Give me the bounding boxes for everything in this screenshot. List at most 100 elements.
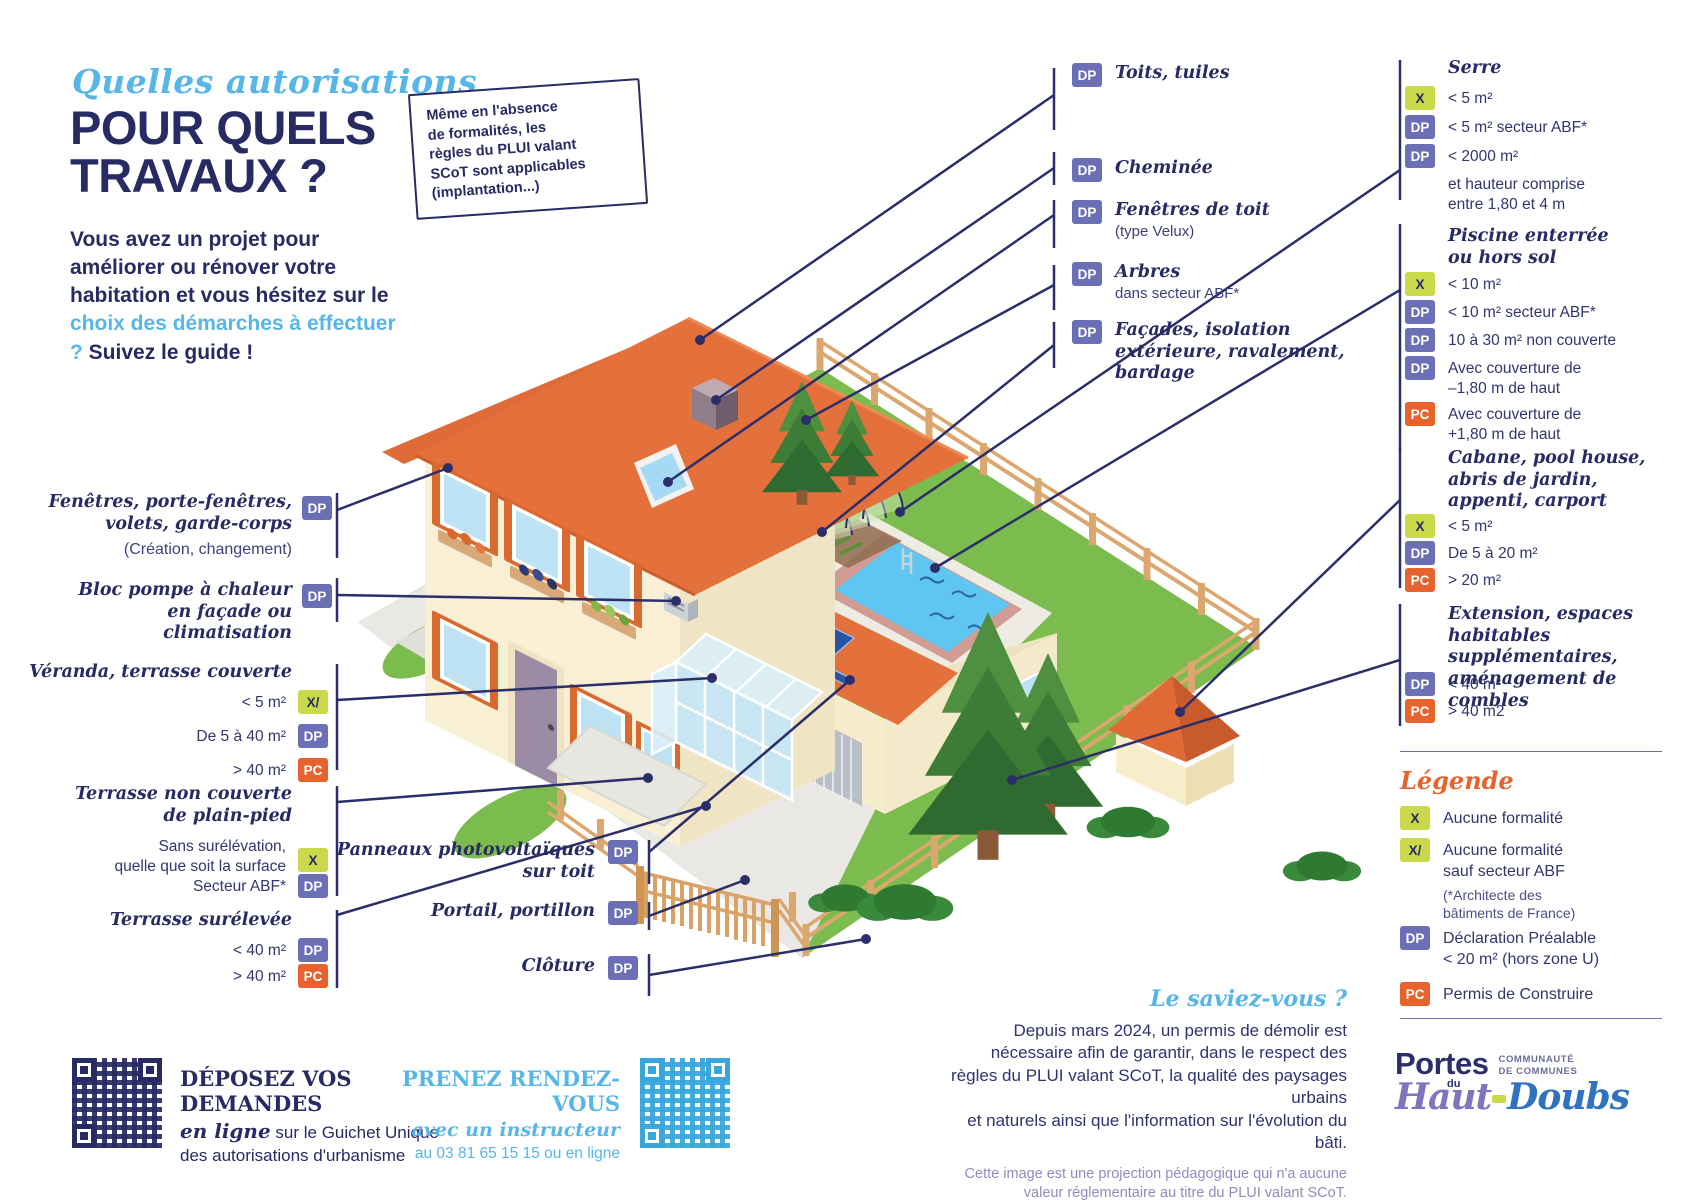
callout-terrasse-sur-title: Terrasse surélevée (109, 910, 292, 930)
rule-text: < 5 m² (1448, 518, 1493, 535)
x-badge: X (1400, 806, 1430, 830)
dp-badge: DP (1072, 320, 1102, 344)
group-title-serre: Serre (1448, 58, 1502, 78)
pc-badge: PC (298, 758, 328, 782)
qr-finder (640, 1124, 664, 1148)
dp-badge: DP (1405, 115, 1435, 139)
dp-badge: DP (1405, 356, 1435, 380)
callout-panneaux: Panneaux photovoltaïques sur toit DP (310, 840, 638, 883)
terrace-slab (546, 724, 708, 828)
callout-title: Cheminée (1115, 158, 1213, 178)
rule-row: X < 5 m² (1405, 514, 1685, 538)
dp-badge: DP (608, 956, 638, 980)
did-you-know: Le saviez-vous ? Depuis mars 2024, un pe… (935, 986, 1347, 1200)
callout-portail: Portail, portillon DP (310, 901, 638, 925)
rule-text: Secteur ABF* (192, 878, 286, 895)
legend-text: Aucune formalité sauf secteur ABF (1443, 842, 1565, 880)
callout-cheminee: DP Cheminée (1072, 158, 1213, 182)
rule-row: > 40 m² PC (35, 758, 328, 782)
rule-text: Avec couverture de +1,80 m de haut (1448, 406, 1582, 444)
rule-text: < 40 m² (1448, 676, 1501, 693)
callout-title: Fenêtres de toit (1115, 200, 1270, 220)
logo-dash (1492, 1095, 1507, 1103)
rule-row: DP < 2000 m² (1405, 144, 1685, 168)
prenez-title: PRENEZ RENDEZ-VOUS (401, 1066, 620, 1116)
legend-title: Légende (1400, 766, 1514, 795)
x-abf-badge: X/ (298, 690, 328, 714)
rule-text: De 5 à 20 m² (1448, 545, 1538, 562)
fence-back (816, 338, 1260, 650)
callout-facades: DP Façades, isolation extérieure, ravale… (1072, 320, 1344, 385)
page-title-line2: TRAVAUX ? (70, 148, 328, 202)
prenez-block: PRENEZ RENDEZ-VOUS avec un instructeur a… (370, 1066, 620, 1163)
qr-finder (72, 1124, 96, 1148)
group-title-cabane: Cabane, pool house, abris de jardin, app… (1448, 448, 1646, 512)
legend-text: Déclaration Préalable < 20 m² (hors zone… (1443, 930, 1600, 968)
deposez-en-ligne: en ligne (180, 1119, 271, 1143)
dp-badge: DP (1072, 262, 1102, 286)
callout-title: Arbres (1115, 262, 1181, 282)
dp-badge: DP (1072, 158, 1102, 182)
rule-row: PC > 20 m² (1405, 568, 1685, 592)
dp-badge: DP (298, 874, 328, 898)
divider (1400, 751, 1662, 752)
x-abf-badge: X/ (1400, 838, 1430, 862)
rule-row: > 40 m² PC (35, 964, 328, 988)
callout-title: Panneaux photovoltaïques sur toit (336, 840, 595, 882)
rule-row: DP < 40 m² (1405, 672, 1685, 696)
rule-text: Avec couverture de –1,80 m de haut (1448, 360, 1582, 398)
pc-badge: PC (1405, 402, 1435, 426)
veranda (650, 632, 825, 803)
rule-row: < 5 m² X/ (35, 690, 328, 714)
rule-row: DP 10 à 30 m² non couverte (1405, 328, 1685, 352)
callout-fenetres-toit: DP Fenêtres de toit (type Velux) (1072, 200, 1270, 241)
gate (636, 866, 779, 957)
logo-haut-text: Haut (1395, 1076, 1492, 1118)
rule-text: < 5 m² (1448, 90, 1493, 107)
dp-badge: DP (1072, 200, 1102, 224)
rule-row: X < 5 m² (1405, 86, 1685, 110)
rules-note-box: Même en l'absence de formalités, les règ… (407, 78, 649, 220)
gate-and-front-fence (546, 790, 808, 957)
rule-text: > 40 m2 (1448, 703, 1505, 720)
rule-text: Sans surélévation, quelle que soit la su… (114, 838, 286, 876)
front-door (508, 640, 564, 790)
leader-dots (443, 335, 1185, 944)
callout-veranda-title: Véranda, terrasse couverte (29, 662, 292, 682)
rule-text: < 10 m² secteur ABF* (1448, 304, 1596, 321)
deposez-title: DÉPOSEZ VOS DEMANDES (180, 1066, 352, 1116)
logo-du-text: du (1447, 1078, 1461, 1090)
legend-text: Aucune formalité (1443, 810, 1564, 827)
callout-fenetres-sub: (Création, changement) (123, 541, 292, 558)
legend-subtext: (*Architecte des bâtiments de France) (1443, 886, 1576, 921)
qr-code-rendez-vous (640, 1058, 730, 1148)
rule-row: Secteur ABF* DP (35, 874, 328, 898)
did-you-know-title: Le saviez-vous ? (1150, 986, 1347, 1012)
logo-org-line2: DE COMMUNES (1498, 1065, 1578, 1077)
divider (1400, 1018, 1662, 1019)
x-badge: X (1405, 514, 1435, 538)
dp-badge: DP (302, 496, 332, 520)
dp-badge: DP (608, 840, 638, 864)
rule-row: DP < 10 m² secteur ABF* (1405, 300, 1685, 324)
x-badge: X (298, 848, 328, 872)
rule-text: < 10 m² (1448, 276, 1501, 293)
legend-item: X/ Aucune formalité sauf secteur ABF (*A… (1400, 838, 1680, 922)
rule-text: De 5 à 40 m² (196, 728, 286, 745)
prenez-line2: avec un instructeur (411, 1119, 620, 1141)
deposez-block: DÉPOSEZ VOS DEMANDES en ligne sur le Gui… (180, 1066, 480, 1166)
intro-text: Vous avez un projet pour améliorer ou ré… (70, 228, 389, 308)
dp-badge: DP (1405, 328, 1435, 352)
rule-text: < 5 m² secteur ABF* (1448, 119, 1588, 136)
rule-row: X < 10 m² (1405, 272, 1685, 296)
leader-lines (335, 60, 1402, 996)
dp-badge: DP (1405, 541, 1435, 565)
dp-badge: DP (298, 938, 328, 962)
logo-portes-text: Portes (1395, 1046, 1489, 1081)
rule-text: < 5 m² (241, 694, 286, 711)
page-title-line1: POUR QUELS (70, 101, 376, 154)
callout-title: Clôture (521, 956, 595, 976)
callout-cloture: Clôture DP (310, 956, 638, 980)
